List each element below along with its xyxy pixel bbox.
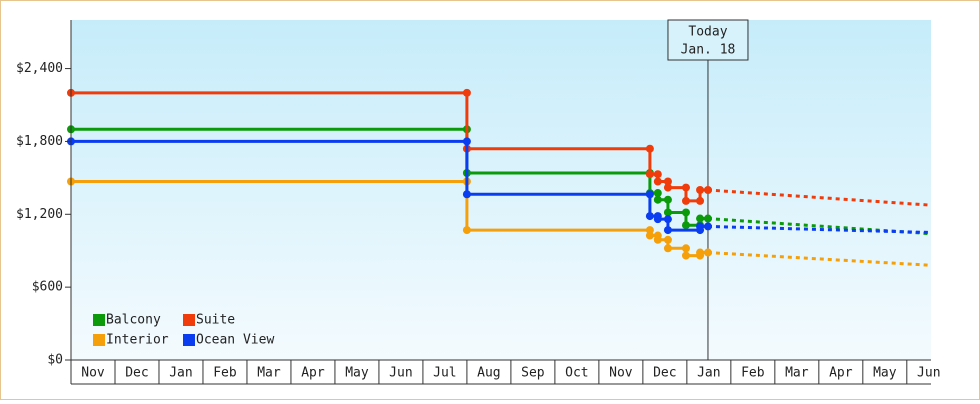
point	[703, 214, 712, 223]
point	[653, 195, 662, 204]
point	[696, 186, 705, 194]
y-tick-label: $1,200	[16, 207, 63, 222]
point	[703, 248, 712, 257]
legend-label: Interior	[106, 333, 169, 348]
point	[653, 215, 662, 224]
x-tick-label: Dec	[653, 366, 676, 381]
point	[645, 170, 654, 179]
today-box	[667, 19, 749, 61]
legend-label: Suite	[196, 313, 235, 328]
x-tick-label: Apr	[301, 366, 325, 381]
x-tick-label: Jan	[169, 366, 192, 381]
x-tick-label: Dec	[125, 366, 148, 381]
point	[462, 88, 471, 97]
legend-label: Ocean View	[196, 333, 274, 348]
legend-swatch	[93, 334, 105, 346]
point	[653, 235, 662, 244]
point	[645, 226, 654, 235]
x-tick-label: Apr	[829, 366, 853, 381]
point	[681, 221, 690, 230]
point	[653, 189, 662, 198]
point	[681, 251, 690, 260]
point	[645, 212, 654, 221]
point	[645, 190, 654, 199]
legend-label: Balcony	[106, 313, 161, 328]
x-tick-label: May	[873, 366, 897, 381]
forecast-line	[707, 224, 932, 234]
point	[653, 177, 662, 186]
point	[653, 170, 662, 179]
point	[663, 244, 672, 253]
y-tick-label: $0	[47, 353, 63, 368]
x-tick-label: Nov	[609, 366, 633, 381]
point	[462, 190, 471, 199]
point	[462, 137, 471, 146]
point	[681, 183, 690, 192]
point	[663, 235, 672, 244]
forecast-line	[707, 251, 932, 267]
point	[696, 248, 705, 257]
point	[696, 196, 705, 205]
point	[645, 231, 654, 240]
x-tick-label: Nov	[81, 366, 105, 381]
legend-swatch	[93, 314, 105, 326]
point	[703, 222, 712, 231]
point	[663, 226, 672, 235]
point	[663, 215, 672, 224]
y-tick-label: $2,400	[16, 61, 63, 76]
legend-swatch	[183, 334, 195, 346]
x-tick-label: Feb	[741, 366, 765, 381]
x-tick-label: May	[345, 366, 369, 381]
x-tick-label: Sep	[521, 366, 545, 381]
point	[645, 144, 654, 153]
point	[663, 177, 672, 186]
point	[681, 196, 690, 205]
point	[681, 208, 690, 217]
y-tick-label: $1,800	[16, 134, 63, 149]
point	[681, 244, 690, 253]
forecast-line	[707, 188, 932, 207]
x-tick-label: Feb	[213, 366, 237, 381]
point	[703, 186, 712, 194]
point	[462, 226, 471, 235]
x-tick-label: Mar	[257, 366, 281, 381]
point	[663, 195, 672, 204]
point	[663, 208, 672, 217]
point	[696, 222, 705, 231]
x-tick-label: Jun	[389, 366, 412, 381]
x-tick-label: Mar	[785, 366, 809, 381]
x-tick-label: Jun	[917, 366, 940, 381]
x-tick-label: Oct	[565, 366, 588, 381]
today-label: Today	[688, 25, 727, 40]
point	[696, 214, 705, 223]
y-tick-label: $600	[32, 280, 63, 295]
x-tick-label: Aug	[477, 366, 500, 381]
plot-area	[71, 20, 931, 360]
x-tick-label: Jul	[433, 366, 456, 381]
today-label: Jan. 18	[681, 43, 736, 58]
x-tick-label: Jan	[697, 366, 720, 381]
legend-swatch	[183, 314, 195, 326]
point	[663, 183, 672, 192]
